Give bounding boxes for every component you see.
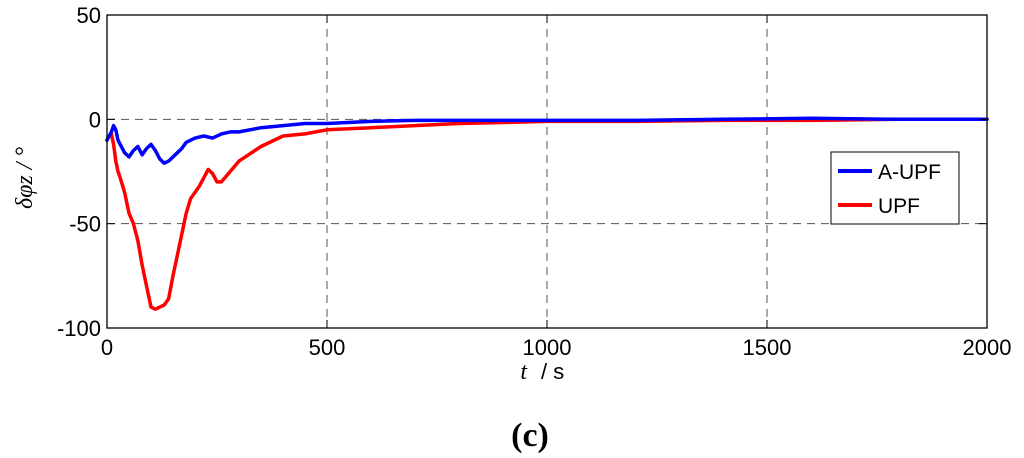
- x-tick-label: 1000: [523, 335, 572, 360]
- x-axis-label: t / s: [520, 359, 564, 385]
- legend-label-upf: UPF: [878, 195, 920, 218]
- x-axis-unit: / s: [541, 359, 564, 384]
- x-tick-label: 2000: [963, 335, 1012, 360]
- series-line-upf: [105, 117, 989, 311]
- y-tick-label: 0: [89, 107, 101, 132]
- x-axis-variable: t: [520, 359, 528, 385]
- x-tick-label: 0: [101, 335, 113, 360]
- y-axis-label: δφz / °: [12, 147, 38, 209]
- panel-label: (c): [511, 417, 549, 454]
- x-tick-label: 1500: [743, 335, 792, 360]
- series-lines: [105, 116, 989, 311]
- tick-labels: 0 500 1000 1500 2000 -100 -50 0 50: [57, 3, 1012, 360]
- legend-box: [830, 151, 960, 225]
- ticks: [106, 14, 988, 329]
- legend: A-UPF UPF: [830, 151, 960, 225]
- y-tick-label: -50: [69, 212, 101, 237]
- legend-label-a-upf: A-UPF: [878, 161, 941, 184]
- x-tick-label: 500: [309, 335, 346, 360]
- series-line-a-upf: [105, 116, 989, 165]
- y-tick-label: -100: [57, 316, 101, 341]
- y-tick-label: 50: [77, 3, 101, 28]
